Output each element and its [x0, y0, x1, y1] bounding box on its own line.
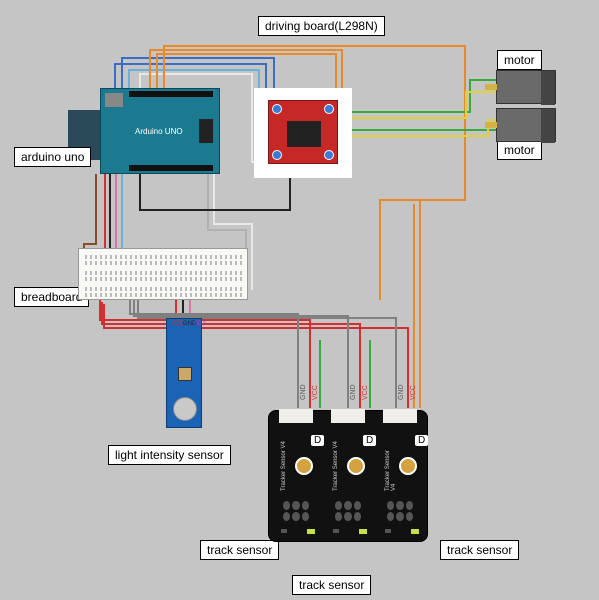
track-pin-d-3: D [415, 435, 428, 446]
arduino-board: Arduino UNO [100, 88, 220, 174]
label-track-sensor-left: track sensor [200, 540, 279, 560]
breadboard [78, 248, 248, 300]
pin-label-vcc-2: VCC [362, 385, 369, 400]
label-motor-1: motor [497, 50, 542, 70]
light-pin-vcc: VCC [171, 321, 184, 327]
pin-label-gnd-3: GND [398, 384, 405, 400]
track-text-3: Tracker Sensor V4 [385, 449, 397, 491]
track-text-2: Tracker Sensor V4 [333, 441, 339, 491]
pin-label-vcc-1: VCC [312, 385, 319, 400]
motor-2 [496, 108, 556, 142]
l298n-board [268, 100, 338, 164]
track-pin-d-1: D [311, 435, 324, 446]
label-track-sensor-right: track sensor [440, 540, 519, 560]
arduino-board-text: Arduino UNO [135, 127, 183, 136]
track-sensor-module: D D D Tracker Sensor V4 Tracker Sensor V… [268, 410, 428, 542]
light-pin-sda: SDA [194, 321, 206, 327]
label-light-sensor: light intensity sensor [108, 445, 231, 465]
label-motor-2: motor [497, 140, 542, 160]
label-track-sensor-middle: track sensor [292, 575, 371, 595]
label-driving-board: driving board(L298N) [258, 16, 385, 36]
track-text-1: Tracker Sensor V4 [281, 441, 287, 491]
pin-label-gnd-2: GND [350, 384, 357, 400]
light-intensity-sensor: VCC GND SDA [166, 318, 202, 428]
track-pin-d-2: D [363, 435, 376, 446]
label-arduino: arduino uno [14, 147, 91, 167]
pin-label-gnd-1: GND [300, 384, 307, 400]
motor-1 [496, 70, 556, 104]
pin-label-vcc-3: VCC [410, 385, 417, 400]
